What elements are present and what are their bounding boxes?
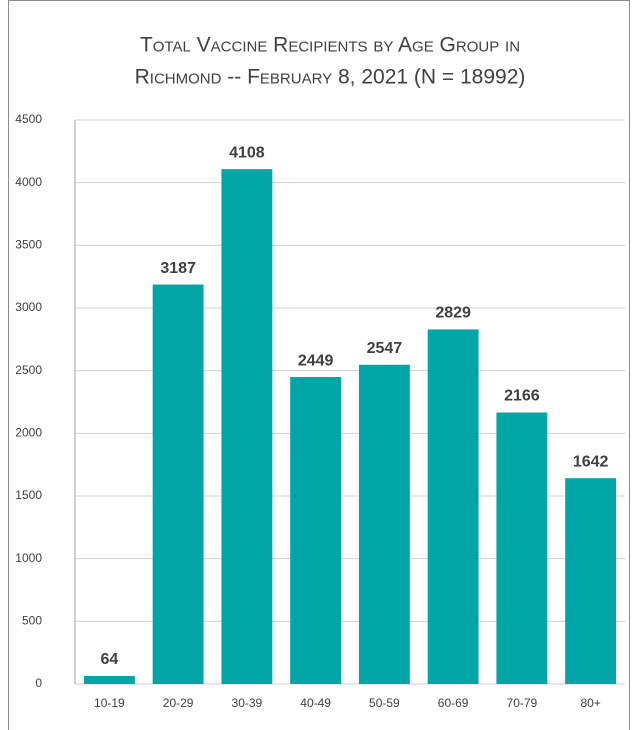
x-tick-label: 10-19 [94,696,125,710]
value-label: 4108 [229,144,265,161]
bar [152,284,204,684]
x-tick-label: 30-39 [232,696,263,710]
value-label: 2166 [504,388,540,405]
value-label: 2547 [367,340,403,357]
x-tick-label: 50-59 [369,696,400,710]
chart-title: Total Vaccine Recipients by Age Group in [140,34,520,57]
y-tick-label: 500 [22,614,42,628]
y-tick-label: 1000 [15,551,42,565]
y-tick-label: 3000 [15,300,42,314]
bar [83,675,135,684]
y-tick-label: 1500 [15,488,42,502]
chart-title: Richmond -- February 8, 2021 (N = 18992) [135,66,526,89]
value-label: 3187 [160,260,196,277]
y-tick-label: 0 [35,676,42,690]
y-tick-label: 2500 [15,363,42,377]
x-tick-label: 40-49 [300,696,331,710]
value-label: 1642 [573,453,609,470]
bar [565,478,617,684]
y-tick-label: 4000 [15,175,42,189]
value-label: 2449 [298,352,334,369]
y-tick-label: 3500 [15,238,42,252]
y-tick-label: 2000 [15,426,42,440]
value-label: 2829 [435,305,471,322]
x-tick-label: 60-69 [438,696,469,710]
x-tick-label: 80+ [580,696,600,710]
bar [290,377,342,684]
bar [427,329,479,684]
bar [221,169,273,684]
bar [496,412,548,684]
y-tick-label: 4500 [15,112,42,126]
x-tick-label: 20-29 [163,696,194,710]
bar [358,364,410,684]
x-tick-label: 70-79 [507,696,538,710]
value-label: 64 [100,651,118,668]
